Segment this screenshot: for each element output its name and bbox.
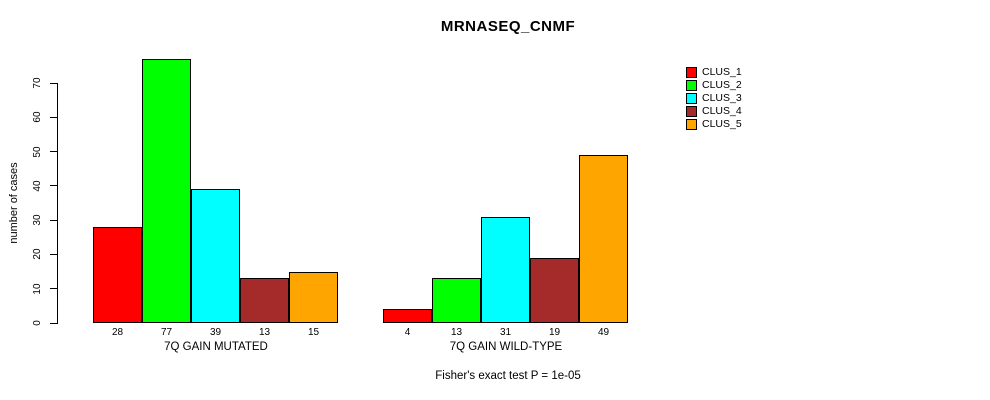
bar-value-label: 4 (404, 327, 411, 338)
y-tick-mark (50, 82, 57, 84)
legend-label-clus_1: CLUS_1 (702, 66, 742, 78)
legend-swatch-clus_1 (686, 67, 697, 78)
bar-clus_2-group2 (432, 278, 481, 323)
y-tick-mark (50, 253, 57, 255)
bar-clus_3-group2 (481, 216, 530, 323)
bar-value-label: 39 (209, 327, 222, 338)
y-tick-label: 20 (32, 248, 43, 260)
bar-value-label: 77 (160, 327, 173, 338)
bar-value-label: 13 (258, 327, 271, 338)
y-tick-mark (50, 288, 57, 290)
legend-label-clus_4: CLUS_4 (702, 105, 742, 117)
bar-clus_2-group1 (142, 59, 191, 323)
y-axis-label: number of cases (8, 162, 20, 244)
bar-clus_4-group1 (240, 278, 289, 323)
y-tick-label: 60 (32, 111, 43, 123)
bar-value-label: 13 (450, 327, 463, 338)
bar-value-label: 31 (499, 327, 512, 338)
y-tick-mark (50, 219, 57, 221)
legend-swatch-clus_5 (686, 119, 697, 130)
y-axis-line (57, 83, 58, 324)
bar-clus_4-group2 (530, 257, 579, 323)
group-label-mutated: 7Q GAIN MUTATED (164, 341, 268, 353)
bar-value-label: 19 (548, 327, 561, 338)
legend-swatch-clus_2 (686, 80, 697, 91)
y-tick-mark (50, 116, 57, 118)
bar-clus_1-group1 (93, 227, 142, 323)
bar-value-label: 49 (597, 327, 610, 338)
bar-value-label: 15 (307, 327, 320, 338)
legend-label-clus_3: CLUS_3 (702, 92, 742, 104)
bar-value-label: 28 (111, 327, 124, 338)
fisher-test-footnote: Fisher's exact test P = 1e-05 (435, 370, 581, 382)
legend-label-clus_5: CLUS_5 (702, 118, 742, 130)
bar-clus_5-group2 (579, 155, 628, 323)
y-tick-label: 70 (32, 77, 43, 89)
y-tick-label: 10 (32, 283, 43, 295)
y-tick-label: 30 (32, 214, 43, 226)
group-label-wildtype: 7Q GAIN WILD-TYPE (449, 341, 563, 353)
bar-clus_3-group1 (191, 189, 240, 323)
legend-label-clus_2: CLUS_2 (702, 79, 742, 91)
legend-swatch-clus_4 (686, 106, 697, 117)
bar-clus_1-group2 (383, 309, 432, 323)
bar-clus_5-group1 (289, 271, 338, 323)
y-tick-label: 0 (32, 320, 43, 326)
legend-swatch-clus_3 (686, 93, 697, 104)
chart-title: MRNASEQ_CNMF (440, 18, 576, 35)
y-tick-mark (50, 185, 57, 187)
y-tick-mark (50, 151, 57, 153)
y-tick-label: 40 (32, 180, 43, 192)
y-tick-label: 50 (32, 146, 43, 158)
y-tick-mark (50, 322, 57, 324)
